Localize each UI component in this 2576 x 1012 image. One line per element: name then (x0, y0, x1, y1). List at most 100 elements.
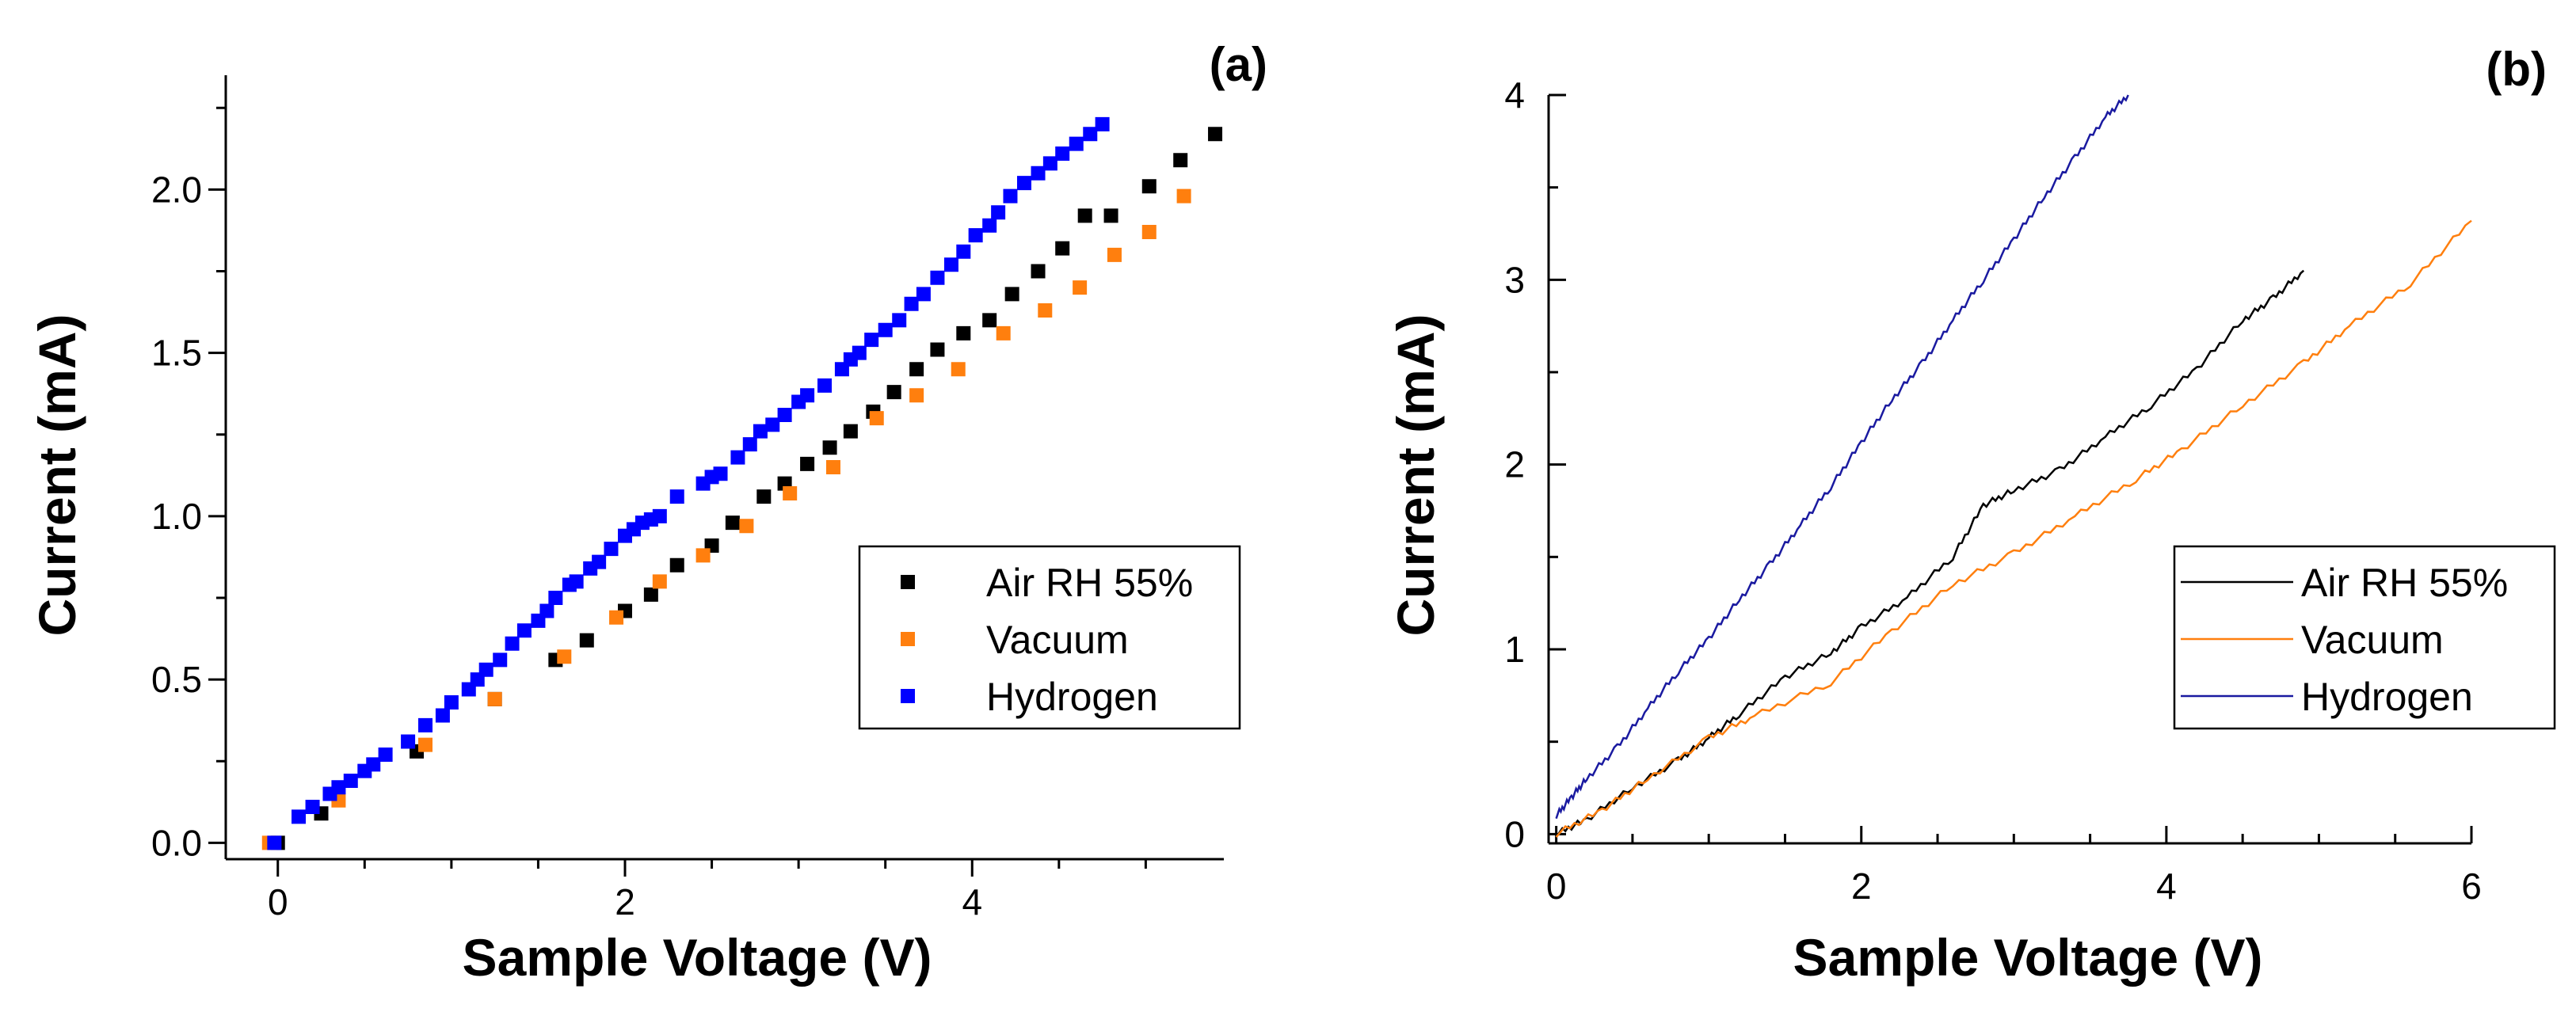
data-point-air-rh-55 (669, 557, 684, 573)
data-point-air-rh-55 (579, 633, 594, 648)
data-point-vacuum (951, 362, 966, 377)
data-point-vacuum (487, 691, 502, 706)
data-point-vacuum (609, 610, 624, 625)
series-line-air-rh-55 (1555, 269, 2305, 838)
data-point-hydrogen (817, 378, 832, 393)
data-point-air-rh-55 (725, 516, 740, 531)
data-point-hydrogen (1017, 176, 1031, 191)
x-axis-title: Sample Voltage (V) (1793, 928, 2263, 987)
legend-label: Vacuum (2301, 618, 2444, 662)
panel-label: (a) (1210, 38, 1267, 91)
data-point-hydrogen (730, 450, 745, 465)
data-point-hydrogen (604, 542, 619, 557)
data-point-vacuum (418, 737, 433, 752)
data-point-air-rh-55 (1077, 208, 1092, 223)
data-point-hydrogen (1042, 156, 1057, 171)
x-axis-title: Sample Voltage (V) (463, 928, 932, 987)
data-point-air-rh-55 (1208, 127, 1223, 142)
data-point-hydrogen (968, 228, 983, 243)
x-tick-label: 2 (1851, 866, 1872, 907)
y-axis-title: Current (mA) (28, 314, 86, 637)
data-point-vacuum (652, 574, 667, 589)
data-point-hydrogen (444, 695, 459, 710)
data-point-air-rh-55 (1055, 241, 1070, 256)
data-point-hydrogen (539, 603, 554, 618)
data-point-hydrogen (765, 417, 780, 432)
data-point-hydrogen (1003, 188, 1018, 204)
data-point-hydrogen (777, 408, 792, 422)
data-point-air-rh-55 (909, 362, 924, 377)
legend-marker (901, 689, 915, 703)
data-point-hydrogen (753, 424, 768, 439)
y-tick-label: 4 (1504, 74, 1525, 116)
data-point-air-rh-55 (956, 325, 971, 341)
data-point-air-rh-55 (843, 424, 858, 439)
legend-label: Hydrogen (986, 675, 1158, 719)
x-tick-label: 4 (962, 881, 982, 923)
y-tick-label: 0 (1504, 813, 1525, 854)
data-point-hydrogen (1083, 127, 1098, 142)
data-point-hydrogen (930, 270, 945, 285)
data-point-vacuum (996, 325, 1011, 341)
data-point-air-rh-55 (643, 587, 658, 602)
x-tick-label: 0 (268, 881, 288, 923)
data-point-hydrogen (892, 313, 907, 328)
data-point-hydrogen (864, 333, 879, 348)
data-point-hydrogen (548, 591, 563, 605)
data-point-air-rh-55 (1004, 287, 1019, 302)
data-point-air-rh-55 (1141, 179, 1157, 194)
y-tick-label: 2 (1504, 444, 1525, 485)
data-point-hydrogen (652, 508, 667, 523)
data-point-vacuum (869, 411, 884, 426)
data-point-hydrogen (991, 205, 1006, 220)
data-point-hydrogen (1095, 116, 1110, 131)
data-point-hydrogen (493, 652, 508, 668)
data-point-vacuum (1107, 247, 1122, 262)
data-point-hydrogen (916, 287, 931, 302)
legend-label: Vacuum (986, 618, 1129, 662)
legend-label: Air RH 55% (2301, 561, 2508, 605)
x-tick-label: 2 (615, 881, 635, 923)
data-point-air-rh-55 (822, 440, 837, 455)
data-point-hydrogen (800, 388, 815, 403)
y-axis-title: Current (mA) (1386, 314, 1445, 637)
data-point-air-rh-55 (756, 489, 772, 504)
data-point-vacuum (783, 486, 798, 500)
data-point-hydrogen (569, 574, 584, 589)
y-tick-label: 0.5 (151, 659, 202, 700)
x-tick-label: 4 (2156, 866, 2177, 907)
legend-label: Air RH 55% (986, 561, 1193, 605)
y-tick-label: 2.0 (151, 169, 202, 210)
y-tick-label: 1.0 (151, 496, 202, 537)
data-point-vacuum (825, 460, 840, 474)
data-point-vacuum (1176, 188, 1191, 204)
chart-panel-b: 0 1 2 3 4 0 2 4 6 Air RH 55% Vacuum Hydrogen Sample … (1386, 43, 2556, 987)
series-line-vacuum (1555, 219, 2472, 838)
data-point-hydrogen (742, 437, 757, 452)
data-point-vacuum (1073, 280, 1088, 295)
y-tick-label: 3 (1504, 259, 1525, 300)
data-point-vacuum (695, 548, 711, 563)
chart-panel-a: 0.0 0.5 1.0 1.5 2.0 0 2 4 Air RH 55% Vacuum Hydrog… (28, 38, 1267, 987)
data-point-air-rh-55 (800, 456, 815, 471)
data-point-hydrogen (669, 489, 684, 504)
data-point-hydrogen (943, 257, 958, 272)
data-point-hydrogen (713, 466, 728, 481)
data-point-hydrogen (343, 774, 358, 788)
data-point-vacuum (909, 388, 924, 403)
data-point-hydrogen (478, 662, 493, 677)
data-point-air-rh-55 (886, 385, 901, 400)
data-point-air-rh-55 (1103, 208, 1118, 223)
y-tick-label: 1.5 (151, 333, 202, 374)
data-point-air-rh-55 (930, 342, 945, 357)
data-point-hydrogen (418, 717, 433, 732)
x-tick-label: 6 (2461, 866, 2482, 907)
x-tick-label: 0 (1546, 866, 1567, 907)
data-point-hydrogen (852, 345, 867, 360)
data-point-vacuum (739, 519, 754, 534)
data-point-hydrogen (1055, 146, 1070, 161)
data-point-hydrogen (516, 623, 532, 638)
data-point-hydrogen (331, 780, 346, 795)
panel-label: (b) (2486, 43, 2547, 96)
